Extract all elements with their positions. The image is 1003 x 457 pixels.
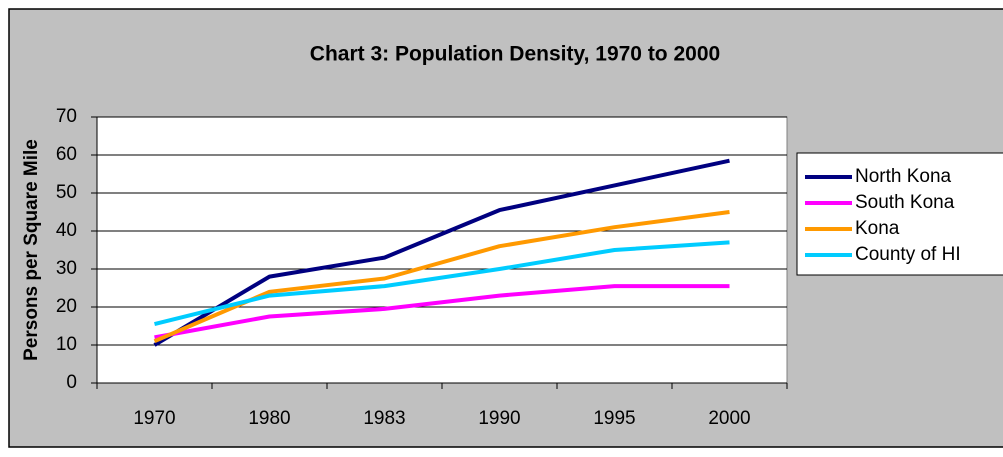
x-tick-label: 1970 [133,408,175,429]
y-tick-label: 10 [56,334,77,355]
legend-label: County of HI [855,244,961,265]
legend-label: Kona [855,218,900,239]
y-tick-label: 0 [66,372,77,393]
plot-area [96,116,788,384]
y-tick-label: 20 [56,296,77,317]
y-tick-label: 50 [56,182,77,203]
legend-label: South Kona [855,192,955,213]
x-tick-label: 1983 [363,408,405,429]
series-line [154,284,730,340]
series-line [154,240,730,327]
y-tick-label: 30 [56,258,77,279]
x-tick-label: 2000 [708,408,750,429]
legend-label: North Kona [855,166,952,187]
x-tick-label: 1980 [248,408,290,429]
y-tick-label: 70 [56,106,77,127]
y-tick-label: 60 [56,144,77,165]
chart-title: Chart 3: Population Density, 1970 to 200… [310,43,720,66]
y-axis-label: Persons per Square Mile [21,139,42,361]
x-tick-label: 1990 [478,408,520,429]
x-tick-label: 1995 [593,408,635,429]
series-line [153,158,730,347]
y-tick-label: 40 [56,220,77,241]
